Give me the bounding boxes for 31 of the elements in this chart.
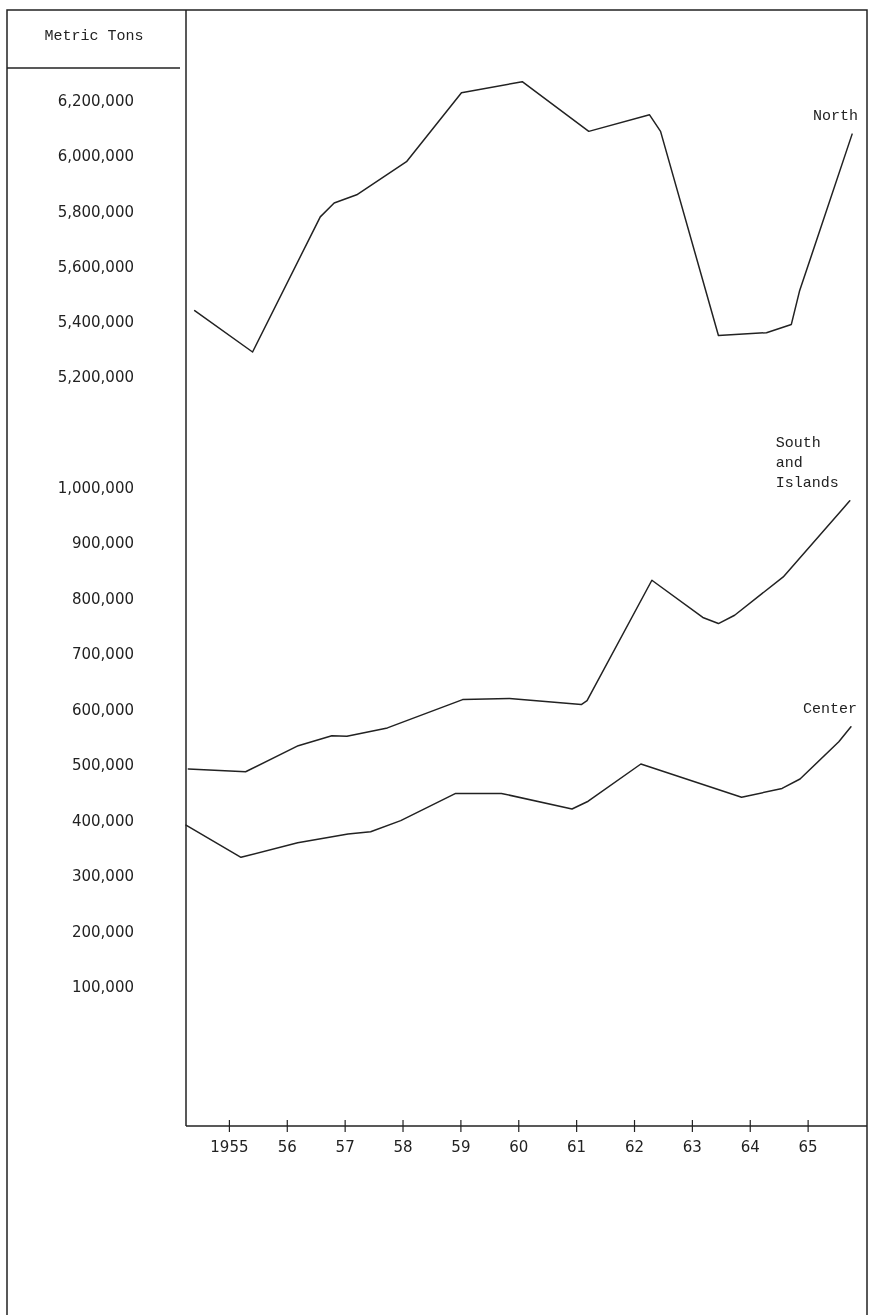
y-tick-label: 6,200,000 bbox=[57, 92, 134, 111]
x-tick-label: 57 bbox=[335, 1138, 355, 1156]
y-tick-label: 900,000 bbox=[71, 534, 134, 553]
x-tick-label: 64 bbox=[740, 1138, 760, 1156]
y-tick-label: 5,400,000 bbox=[57, 312, 134, 331]
x-tick-label: 59 bbox=[451, 1138, 471, 1156]
x-tick-label: 62 bbox=[624, 1138, 645, 1156]
y-tick-label: 1,000,000 bbox=[57, 478, 134, 497]
y-tick-label: 400,000 bbox=[71, 811, 134, 830]
x-tick-label: 60 bbox=[509, 1138, 529, 1156]
y-tick-label: 800,000 bbox=[71, 589, 134, 608]
y-tick-label: 5,600,000 bbox=[57, 257, 134, 276]
y-tick-label: 700,000 bbox=[71, 645, 134, 664]
series-label: Center bbox=[802, 700, 857, 718]
y-tick-label: 200,000 bbox=[71, 922, 134, 941]
x-tick-label: 56 bbox=[277, 1138, 297, 1156]
x-tick-label: 63 bbox=[682, 1138, 702, 1156]
y-tick-label: 5,800,000 bbox=[57, 202, 134, 221]
y-tick-label: 100,000 bbox=[71, 978, 134, 997]
y-tick-label: 5,200,000 bbox=[57, 368, 134, 387]
x-tick-label: 58 bbox=[393, 1138, 413, 1156]
series-label: North bbox=[813, 108, 859, 126]
y-tick-label: 300,000 bbox=[71, 867, 134, 886]
y-tick-label: 6,000,000 bbox=[57, 147, 134, 166]
y-axis-title: Metric Tons bbox=[44, 28, 144, 45]
x-tick-label: 61 bbox=[567, 1138, 587, 1156]
y-tick-label: 500,000 bbox=[71, 756, 134, 775]
x-tick-label: 65 bbox=[798, 1138, 818, 1156]
y-tick-label: 600,000 bbox=[71, 700, 134, 719]
series-label: South and Islands bbox=[775, 434, 839, 492]
x-tick-label: 1955 bbox=[210, 1138, 249, 1156]
